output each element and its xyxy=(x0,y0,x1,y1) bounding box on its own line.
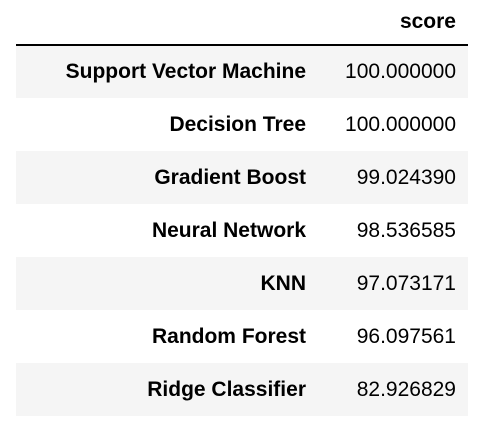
score-column-header: score xyxy=(316,0,468,46)
row-label: Neural Network xyxy=(151,218,306,242)
score-cell: 100.000000 xyxy=(345,112,456,136)
score-cell: 97.073171 xyxy=(356,271,456,295)
table-row: Gradient Boost 99.024390 xyxy=(16,151,468,204)
row-label: Support Vector Machine xyxy=(65,60,306,83)
table-row: Ridge Classifier 82.926829 xyxy=(16,363,468,416)
score-cell: 82.926829 xyxy=(356,377,456,401)
index-header xyxy=(16,0,316,46)
scores-table: score Support Vector Machine 100.000000 … xyxy=(16,0,468,416)
table-row: Support Vector Machine 100.000000 xyxy=(16,45,468,98)
header-row: score xyxy=(16,0,468,46)
row-label: Random Forest xyxy=(151,324,306,348)
table-body: Support Vector Machine 100.000000 Decisi… xyxy=(16,45,468,416)
table-row: KNN 97.073171 xyxy=(16,257,468,310)
table-row: Decision Tree 100.000000 xyxy=(16,98,468,151)
row-label: Gradient Boost xyxy=(154,165,306,189)
table-row: Random Forest 96.097561 xyxy=(16,310,468,363)
score-cell: 96.097561 xyxy=(356,324,456,348)
score-cell: 100.000000 xyxy=(345,60,456,83)
dataframe-output: score Support Vector Machine 100.000000 … xyxy=(16,0,468,416)
row-label: Decision Tree xyxy=(169,112,306,136)
table-header: score xyxy=(16,0,468,46)
score-cell: 99.024390 xyxy=(356,165,456,189)
row-label: Ridge Classifier xyxy=(147,377,306,401)
score-cell: 98.536585 xyxy=(356,218,456,242)
table-row: Neural Network 98.536585 xyxy=(16,204,468,257)
row-label: KNN xyxy=(260,271,307,295)
